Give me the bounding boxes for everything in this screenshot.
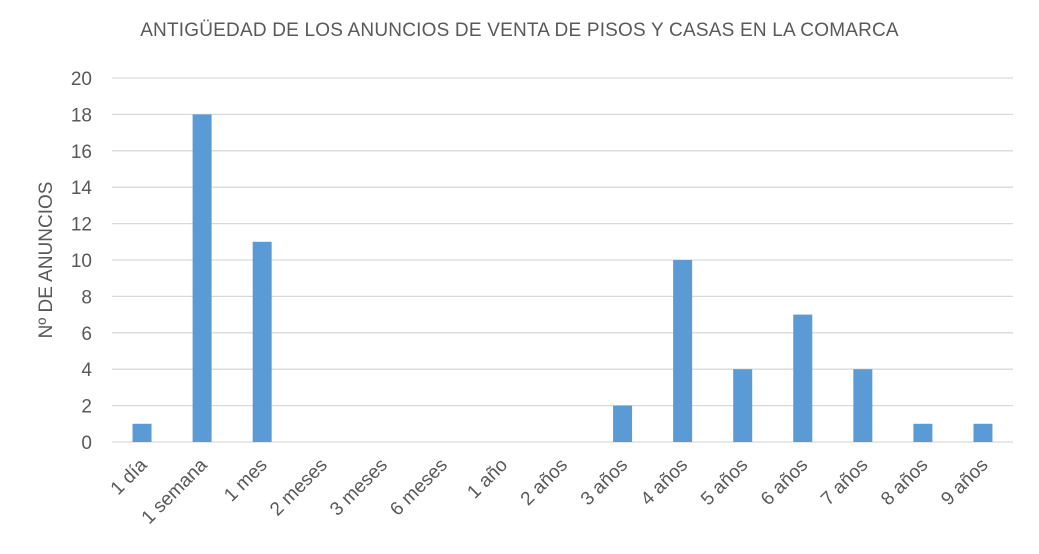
y-tick-label: 20 [71,69,92,90]
bar [913,423,933,442]
x-tick-label: 1 día [107,454,152,499]
bar [132,423,152,442]
y-axis-title: Nº DE ANUNCIOS [36,182,57,339]
y-tick-label: 4 [81,360,92,381]
x-tick-label: 2 meses [266,455,332,521]
bar [613,405,633,442]
x-tick-label: 2 años [517,455,572,510]
x-tick-label: 6 meses [386,455,452,521]
bar [973,423,993,442]
x-tick-label: 3 meses [326,455,392,521]
x-tick-label: 8 años [877,455,932,510]
y-tick-label: 2 [81,397,92,418]
y-tick-label: 6 [81,324,92,345]
x-tick-label: 5 años [697,455,752,510]
y-tick-label: 16 [71,142,92,163]
y-tick-label: 14 [71,178,93,199]
x-tick-label: 4 años [637,455,692,510]
x-tick-label: 1 semana [138,454,212,528]
y-tick-label: 18 [71,105,92,126]
x-tick-label: 9 años [937,455,992,510]
bar [733,369,753,442]
chart-title: ANTIGÜEDAD DE LOS ANUNCIOS DE VENTA DE P… [140,20,899,41]
x-tick-label: 1 mes [220,455,271,506]
y-tick-label: 8 [81,287,92,308]
x-tick-label: 6 años [757,455,812,510]
bar [853,369,873,442]
y-tick-label: 10 [71,251,92,272]
bar [192,114,212,443]
x-tick-label: 1 año [463,455,511,503]
y-tick-label: 0 [81,433,92,454]
x-tick-label: 7 años [817,455,872,510]
bar [793,314,813,442]
bar [673,260,693,442]
y-tick-label: 12 [71,215,92,236]
x-tick-label: 3 años [577,455,632,510]
bar [252,241,272,442]
